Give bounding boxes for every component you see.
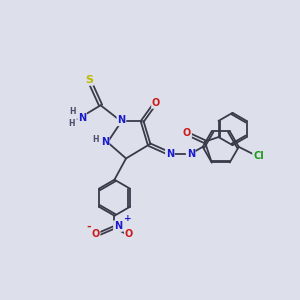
Text: +: +: [124, 214, 132, 224]
Text: H: H: [69, 106, 76, 116]
Text: N: N: [114, 221, 122, 231]
Text: O: O: [125, 229, 133, 239]
Text: -: -: [87, 222, 92, 232]
Text: H: H: [68, 119, 75, 128]
Text: O: O: [183, 128, 191, 138]
Text: S: S: [85, 75, 93, 85]
Text: N: N: [166, 149, 174, 159]
Text: N: N: [117, 115, 125, 125]
Text: O: O: [92, 229, 100, 239]
Text: O: O: [152, 98, 160, 108]
Text: N: N: [187, 149, 195, 159]
Text: N: N: [101, 137, 109, 147]
Text: H: H: [92, 135, 99, 144]
Text: Cl: Cl: [253, 151, 264, 161]
Text: N: N: [78, 113, 86, 123]
